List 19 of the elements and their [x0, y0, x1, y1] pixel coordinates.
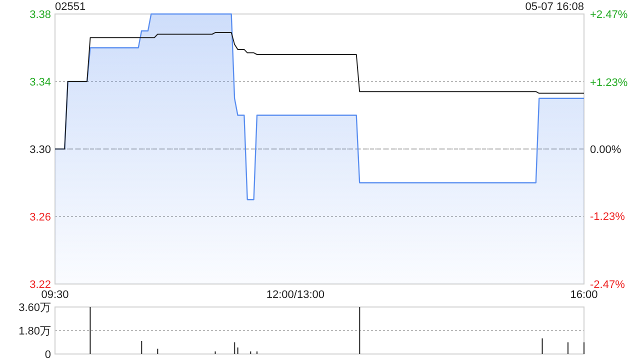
- y-tick-label: 3.34: [30, 76, 51, 88]
- y2-tick-label: +1.23%: [590, 76, 628, 89]
- x-tick-label: 09:30: [41, 289, 69, 301]
- x-tick-label: 12:00/13:00: [266, 289, 325, 301]
- chart-title: 02551: [55, 1, 86, 13]
- y-tick-label: 3.22: [30, 279, 51, 291]
- y2-tick-label: 0.00%: [590, 144, 622, 156]
- text: 05-07 16:08: [525, 1, 584, 13]
- line-series: [54, 32, 584, 150]
- y-tick-label: 1.80万: [18, 326, 51, 338]
- y2-tick-label: +2.47%: [590, 9, 628, 21]
- y-tick-label: 0: [44, 349, 51, 360]
- x-tick-label: 16:00: [570, 289, 598, 301]
- y-tick-label: 3.60万: [18, 302, 51, 314]
- y-tick-label: 3.38: [30, 9, 51, 21]
- y-tick-label: 3.30: [30, 144, 51, 156]
- y2-tick-label: -2.47%: [590, 279, 626, 291]
- y-tick-label: 3.26: [30, 212, 51, 224]
- y2-tick-label: -1.23%: [590, 211, 626, 224]
